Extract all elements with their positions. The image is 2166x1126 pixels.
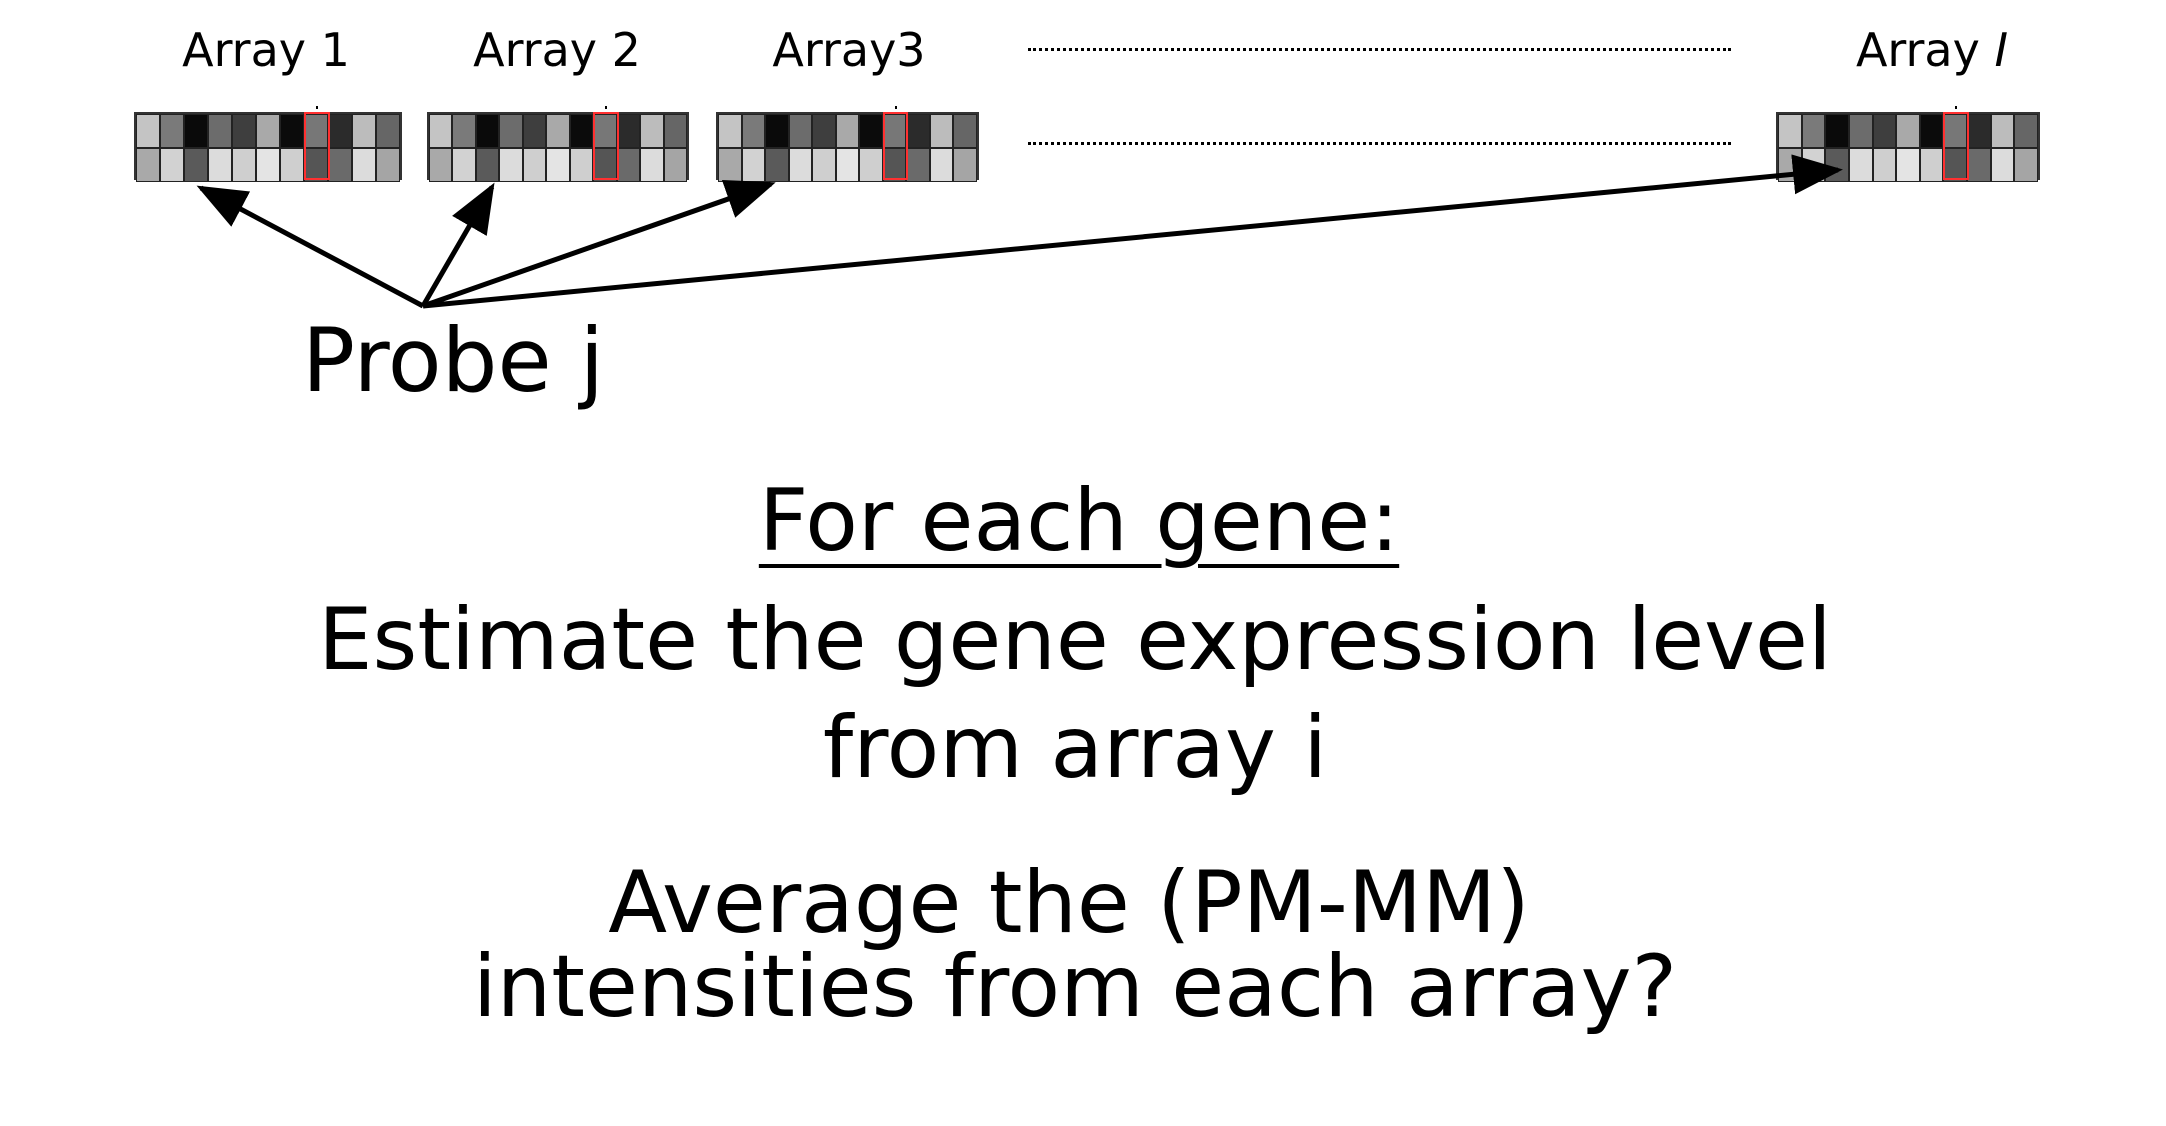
probe-cell <box>2014 148 2038 182</box>
probe-cell <box>352 148 376 182</box>
probe-cell <box>835 114 860 148</box>
probe-cell <box>1872 148 1897 182</box>
heading: For each gene: <box>0 466 2162 576</box>
probe-cell <box>1848 148 1873 182</box>
microarray-1 <box>134 112 402 182</box>
probe-cell <box>522 148 547 182</box>
probe-cell <box>741 114 766 148</box>
probe-cell <box>765 114 789 148</box>
microarray-3 <box>716 112 979 182</box>
probe-cell <box>376 148 400 182</box>
body-line-3: Average the (PM-MM) <box>608 853 1530 953</box>
probe-cell <box>429 148 453 182</box>
probe-cell <box>569 148 594 182</box>
probe-cell <box>1872 114 1897 148</box>
probe-cell <box>475 148 500 182</box>
probe-tick <box>316 106 318 109</box>
probe-cell <box>546 114 570 148</box>
array-last-label-prefix: Array <box>1855 23 1995 77</box>
probe-cell <box>953 148 977 182</box>
array-last-label: Array I <box>1856 18 2008 82</box>
probe-cell <box>522 114 547 148</box>
probe-cell <box>663 114 687 148</box>
probe-cell <box>1990 114 2015 148</box>
probe-cell <box>184 114 208 148</box>
probe-cell <box>429 114 453 148</box>
body-line-4: intensities from each array? <box>472 937 1678 1037</box>
probe-cell <box>304 114 328 148</box>
probe-cell <box>859 114 883 148</box>
array-1-label: Array 1 <box>182 23 350 77</box>
probe-cell <box>1801 114 1826 148</box>
probe-cell <box>256 114 280 148</box>
probe-cell <box>280 114 304 148</box>
probe-cell <box>452 114 476 148</box>
probe-cell <box>136 148 160 182</box>
array-last-label-index: I <box>1994 23 2009 77</box>
probe-cell <box>929 114 954 148</box>
probe-cell <box>835 148 860 182</box>
probe-cell <box>160 114 184 148</box>
probe-cell <box>2014 114 2038 148</box>
arrow-to-array-2 <box>420 182 495 308</box>
probe-cell <box>452 148 476 182</box>
probe-cell <box>929 148 954 182</box>
probe-cell <box>1919 148 1944 182</box>
probe-cell <box>376 114 400 148</box>
probe-cell <box>953 114 977 148</box>
ellipsis-dots-top <box>1028 48 1731 51</box>
probe-cell <box>812 114 836 148</box>
heading-text: For each gene: <box>758 471 1400 571</box>
probe-cell <box>499 148 523 182</box>
probe-cell <box>640 114 664 148</box>
probe-cell <box>499 114 523 148</box>
probe-cell <box>1990 148 2015 182</box>
probe-cell <box>184 148 208 182</box>
arrow-to-array-3 <box>422 180 776 309</box>
probe-cell <box>788 148 813 182</box>
probe-cell <box>232 114 256 148</box>
probe-cell <box>859 148 883 182</box>
probe-cell <box>812 148 836 182</box>
probe-cell <box>208 114 232 148</box>
probe-cell <box>640 148 664 182</box>
probe-cell <box>765 148 789 182</box>
probe-cell <box>1896 114 1920 148</box>
probe-cell <box>1848 114 1873 148</box>
probe-cell <box>256 148 280 182</box>
probe-tick <box>1955 106 1958 109</box>
body-line-1: Estimate the gene expression level <box>318 590 1832 690</box>
probe-cell <box>718 114 742 148</box>
probe-cell <box>569 114 594 148</box>
probe-cell <box>136 114 160 148</box>
array-2-label: Array 2 <box>473 23 641 77</box>
probe-cell <box>1778 114 1802 148</box>
probe-cell <box>663 148 687 182</box>
probe-label: Probe j <box>302 309 605 412</box>
probe-cell <box>208 148 232 182</box>
probe-cell <box>160 148 184 182</box>
microarray-last <box>1776 112 2040 182</box>
arrow-to-array-1 <box>196 185 425 309</box>
probe-cell <box>1825 114 1849 148</box>
probe-cell <box>475 114 500 148</box>
probe-cell <box>232 148 256 182</box>
probe-cell <box>1919 114 1944 148</box>
probe-cell <box>546 148 570 182</box>
probe-cell <box>1896 148 1920 182</box>
probe-tick <box>894 106 897 109</box>
array-3-label: Array3 <box>772 23 926 77</box>
probe-cell <box>352 114 376 148</box>
body-line-2: from array i <box>822 698 1328 798</box>
ellipsis-dots-bottom <box>1028 142 1731 145</box>
probe-tick <box>604 106 607 109</box>
probe-cell <box>280 148 304 182</box>
arrow-to-array-last <box>422 154 1843 309</box>
microarray-2 <box>427 112 689 182</box>
probe-cell <box>788 114 813 148</box>
